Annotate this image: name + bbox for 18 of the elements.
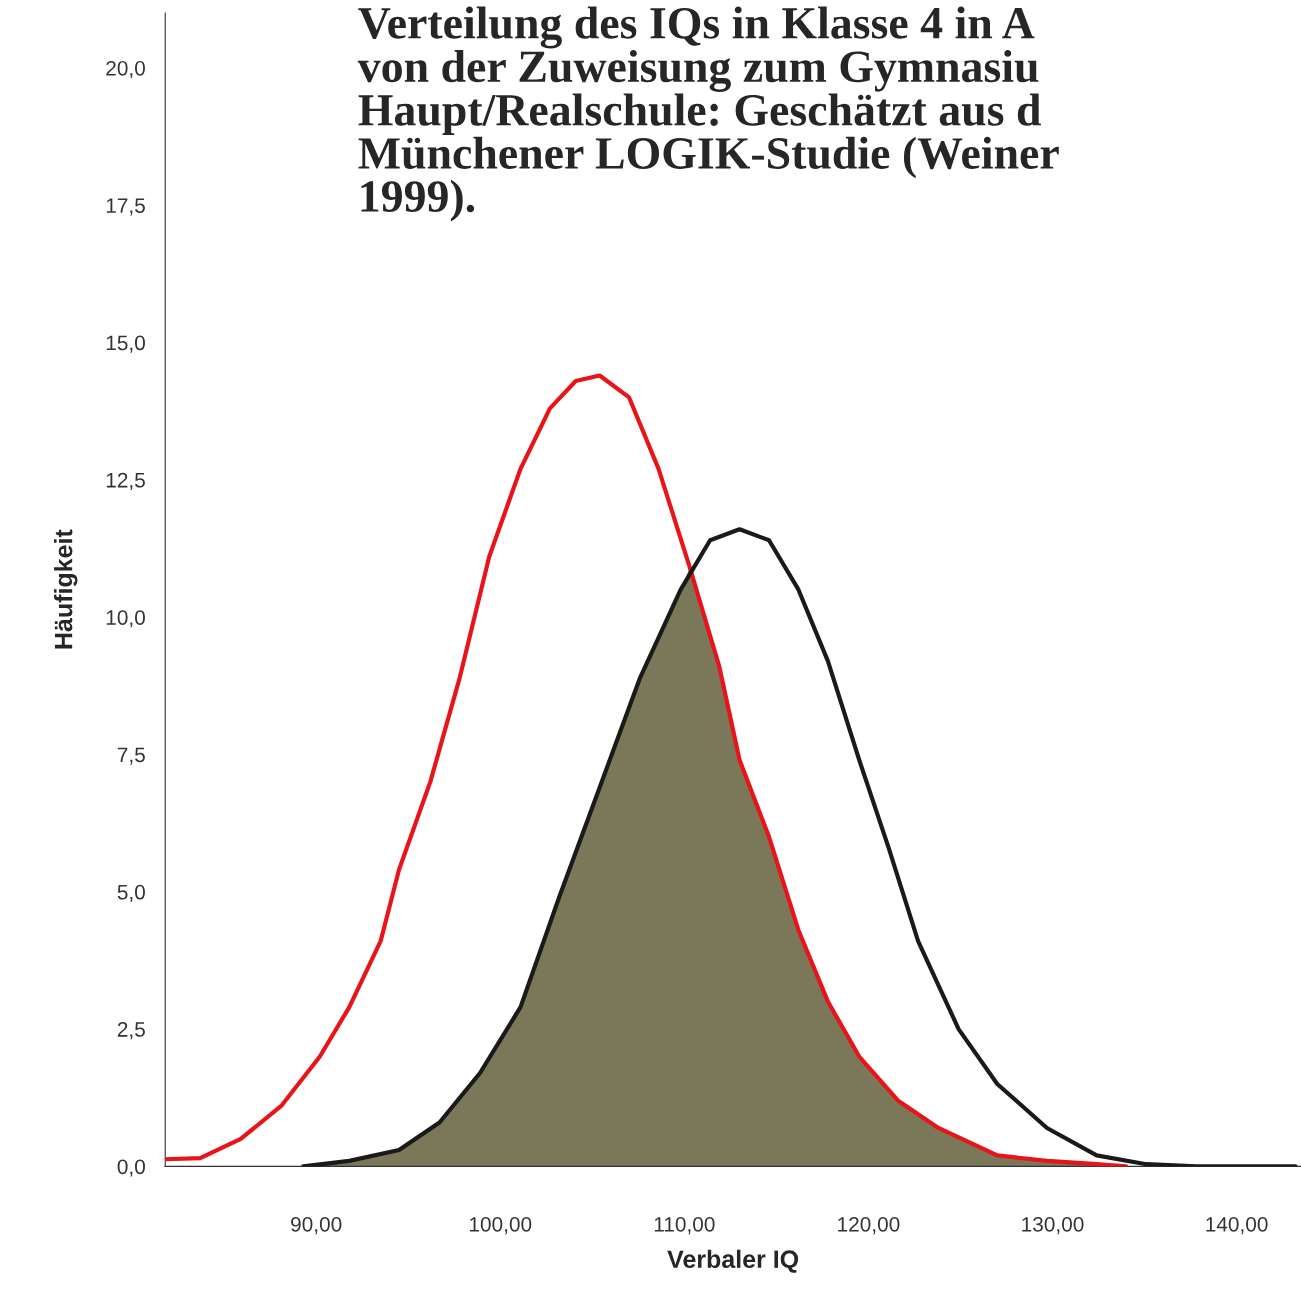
x-tick-label: 100,00	[469, 1216, 532, 1235]
y-tick-label: 12,5	[106, 472, 145, 491]
y-tick-label: 15,0	[106, 335, 145, 353]
y-tick-label: 20,0	[106, 60, 145, 79]
x-axis-title: Verbaler IQ	[667, 1249, 799, 1273]
y-tick-label: 10,0	[106, 610, 145, 628]
x-tick-label: 120,00	[838, 1216, 900, 1235]
y-tick-label: 17,5	[106, 198, 145, 216]
y-tick-label: 0,0	[117, 1159, 145, 1177]
x-tick-label: 90,00	[291, 1216, 342, 1235]
text: Verteilung des IQs in Klasse 4 in A von der Zuweisung zum Gymnasiu Haupt/Realschule: Geschätzt aus d Münchener LOGIK-Studie (Weiner 1999).	[357, 6, 1059, 222]
x-tick-label: 110,00	[654, 1216, 715, 1235]
y-tick-label: 5,0	[117, 884, 145, 902]
y-axis-title: Häufigkeit	[54, 529, 78, 649]
y-tick-label: 7,5	[117, 747, 145, 765]
x-tick-label: 140,00	[1206, 1216, 1268, 1235]
x-tick-label: 130,00	[1022, 1216, 1084, 1235]
y-tick-label: 2,5	[117, 1022, 145, 1040]
